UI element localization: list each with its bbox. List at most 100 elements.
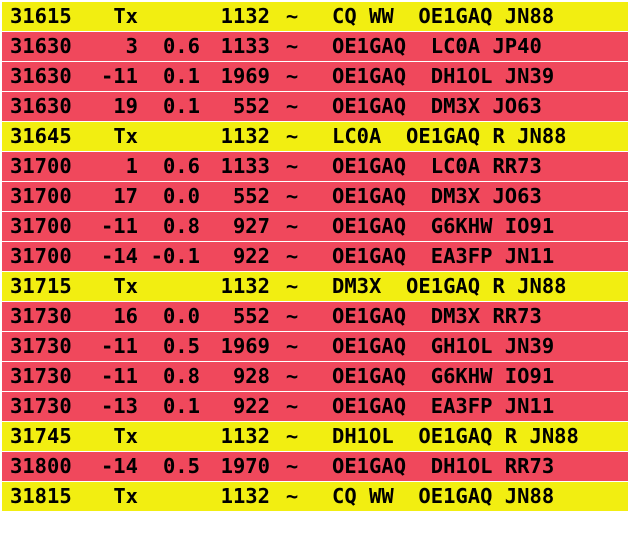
mode-cell: ~ (285, 454, 299, 478)
snr-cell: 1 (125, 154, 138, 178)
mode-cell: ~ (285, 364, 299, 388)
dt-cell: 0.8 (162, 364, 200, 388)
freq-cell: 1132 (220, 274, 270, 298)
snr-cell: -11 (100, 64, 138, 88)
table-row[interactable]: 31615 Tx 1132 ~ CQ WW OE1GAQ JN88 (2, 2, 628, 31)
freq-cell: 552 (232, 94, 270, 118)
mode-cell: ~ (285, 394, 299, 418)
message-cell: DM3X OE1GAQ R JN88 (332, 274, 567, 298)
time-cell: 31730 (10, 394, 72, 418)
dt-cell: -0.1 (150, 244, 200, 268)
table-row[interactable]: 31745 Tx 1132 ~ DH1OL OE1GAQ R JN88 (2, 422, 628, 451)
message-cell: OE1GAQ G6KHW IO91 (332, 214, 555, 238)
mode-cell: ~ (285, 214, 299, 238)
table-row[interactable]: 31645 Tx 1132 ~ LC0A OE1GAQ R JN88 (2, 122, 628, 151)
mode-cell: ~ (285, 274, 299, 298)
time-cell: 31730 (10, 334, 72, 358)
mode-cell: ~ (285, 4, 299, 28)
message-cell: OE1GAQ GH1OL JN39 (332, 334, 555, 358)
table-row[interactable]: 31730 16 0.0 552 ~ OE1GAQ DM3X RR73 (2, 302, 628, 331)
table-row[interactable]: 31730 -11 0.5 1969 ~ OE1GAQ GH1OL JN39 (2, 332, 628, 361)
freq-cell: 922 (232, 244, 270, 268)
snr-cell: 3 (125, 34, 138, 58)
freq-cell: 1132 (220, 4, 270, 28)
snr-cell: -14 (100, 244, 138, 268)
time-cell: 31700 (10, 244, 72, 268)
time-cell: 31745 (10, 424, 72, 448)
table-row[interactable]: 31700 -11 0.8 927 ~ OE1GAQ G6KHW IO91 (2, 212, 628, 241)
time-cell: 31730 (10, 304, 72, 328)
snr-cell: 19 (113, 94, 138, 118)
mode-cell: ~ (285, 64, 299, 88)
snr-cell: -11 (100, 364, 138, 388)
message-cell: OE1GAQ DM3X JO63 (332, 94, 542, 118)
dt-cell: 0.5 (162, 454, 200, 478)
mode-cell: ~ (285, 304, 299, 328)
freq-cell: 552 (232, 304, 270, 328)
message-cell: OE1GAQ LC0A RR73 (332, 154, 542, 178)
snr-cell: -11 (100, 214, 138, 238)
table-row[interactable]: 31630 19 0.1 552 ~ OE1GAQ DM3X JO63 (2, 92, 628, 121)
table-row[interactable]: 31700 -14 -0.1 922 ~ OE1GAQ EA3FP JN11 (2, 242, 628, 271)
mode-cell: ~ (285, 154, 299, 178)
table-row[interactable]: 31730 -13 0.1 922 ~ OE1GAQ EA3FP JN11 (2, 392, 628, 421)
table-row[interactable]: 31815 Tx 1132 ~ CQ WW OE1GAQ JN88 (2, 482, 628, 511)
snr-cell: -13 (100, 394, 138, 418)
message-cell: OE1GAQ DM3X JO63 (332, 184, 542, 208)
freq-cell: 552 (232, 184, 270, 208)
dt-cell: 0.8 (162, 214, 200, 238)
snr-cell: 17 (113, 184, 138, 208)
mode-cell: ~ (285, 244, 299, 268)
snr-cell: Tx (113, 4, 138, 28)
table-row[interactable]: 31700 17 0.0 552 ~ OE1GAQ DM3X JO63 (2, 182, 628, 211)
dt-cell: 0.1 (162, 64, 200, 88)
mode-cell: ~ (285, 424, 299, 448)
time-cell: 31800 (10, 454, 72, 478)
freq-cell: 1132 (220, 424, 270, 448)
time-cell: 31815 (10, 484, 72, 508)
message-cell: OE1GAQ DM3X RR73 (332, 304, 542, 328)
freq-cell: 1969 (220, 334, 270, 358)
table-row[interactable]: 31800 -14 0.5 1970 ~ OE1GAQ DH1OL RR73 (2, 452, 628, 481)
time-cell: 31700 (10, 154, 72, 178)
message-cell: CQ WW OE1GAQ JN88 (332, 484, 555, 508)
freq-cell: 927 (232, 214, 270, 238)
table-row[interactable]: 31630 3 0.6 1133 ~ OE1GAQ LC0A JP40 (2, 32, 628, 61)
dt-cell: 0.0 (162, 184, 200, 208)
freq-cell: 928 (232, 364, 270, 388)
message-cell: OE1GAQ EA3FP JN11 (332, 244, 555, 268)
snr-cell: Tx (113, 484, 138, 508)
time-cell: 31630 (10, 34, 72, 58)
mode-cell: ~ (285, 184, 299, 208)
time-cell: 31715 (10, 274, 72, 298)
message-cell: OE1GAQ DH1OL JN39 (332, 64, 555, 88)
table-row[interactable]: 31630 -11 0.1 1969 ~ OE1GAQ DH1OL JN39 (2, 62, 628, 91)
mode-cell: ~ (285, 94, 299, 118)
dt-cell: 0.6 (162, 154, 200, 178)
snr-cell: Tx (113, 424, 138, 448)
time-cell: 31630 (10, 94, 72, 118)
table-row[interactable]: 31700 1 0.6 1133 ~ OE1GAQ LC0A RR73 (2, 152, 628, 181)
mode-cell: ~ (285, 484, 299, 508)
mode-cell: ~ (285, 334, 299, 358)
snr-cell: -11 (100, 334, 138, 358)
freq-cell: 1133 (220, 34, 270, 58)
freq-cell: 1970 (220, 454, 270, 478)
freq-cell: 1133 (220, 154, 270, 178)
dt-cell: 0.0 (162, 304, 200, 328)
message-cell: OE1GAQ LC0A JP40 (332, 34, 542, 58)
freq-cell: 1969 (220, 64, 270, 88)
snr-cell: -14 (100, 454, 138, 478)
message-cell: OE1GAQ DH1OL RR73 (332, 454, 555, 478)
table-row[interactable]: 31730 -11 0.8 928 ~ OE1GAQ G6KHW IO91 (2, 362, 628, 391)
message-cell: CQ WW OE1GAQ JN88 (332, 4, 555, 28)
freq-cell: 1132 (220, 124, 270, 148)
message-cell: OE1GAQ EA3FP JN11 (332, 394, 555, 418)
freq-cell: 1132 (220, 484, 270, 508)
snr-cell: Tx (113, 124, 138, 148)
time-cell: 31700 (10, 214, 72, 238)
message-cell: LC0A OE1GAQ R JN88 (332, 124, 567, 148)
table-row[interactable]: 31715 Tx 1132 ~ DM3X OE1GAQ R JN88 (2, 272, 628, 301)
time-cell: 31730 (10, 364, 72, 388)
